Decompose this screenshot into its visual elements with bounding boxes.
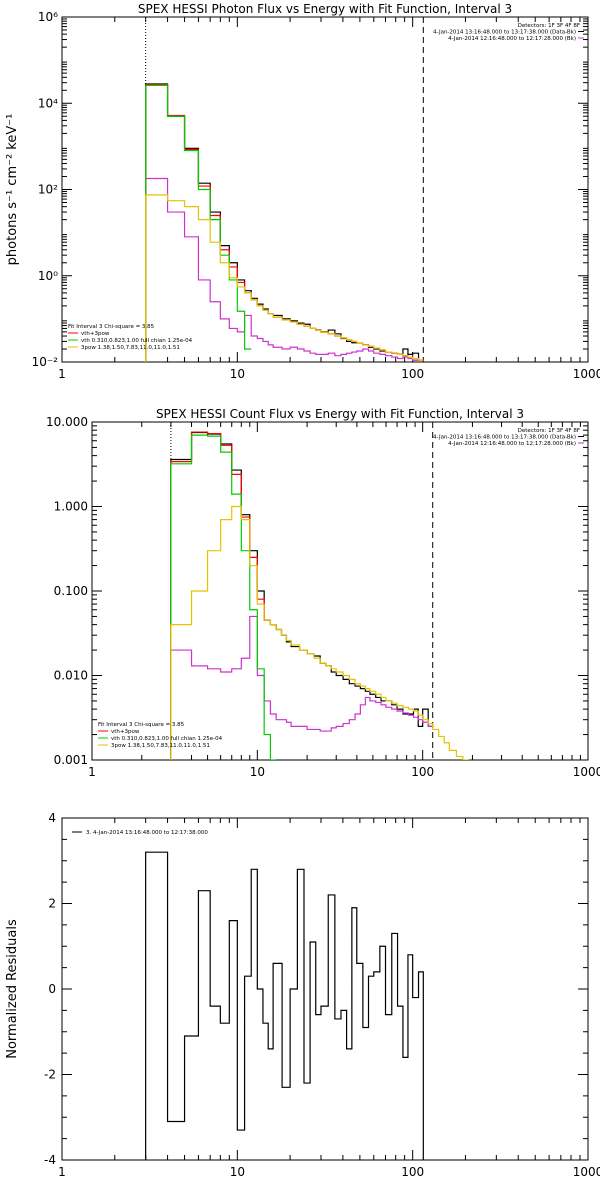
- y-tick-label: 10⁻²: [32, 355, 59, 369]
- x-tick-label: 1: [58, 367, 66, 381]
- plot-frame: [91, 421, 589, 761]
- y-tick-label: -2: [44, 1068, 56, 1082]
- y-tick-label: 10²: [38, 183, 58, 197]
- legend-entry: vth+3pow: [111, 729, 140, 735]
- series-group: [145, 851, 424, 1160]
- y-tick-label: 10.000: [46, 415, 88, 429]
- legend-entry: vth 0.310,0.823,1.00 full chian 1.25e-04: [111, 736, 223, 742]
- legend-title: Fit Interval 3 Chi-square = 3.85: [98, 722, 185, 728]
- y-axis-label: Normalized Residuals: [5, 919, 20, 1059]
- x-tick-label: 10: [230, 367, 245, 381]
- series-group: [170, 431, 469, 760]
- header-line: Detectors: 1F 3F 4F 8F: [518, 428, 580, 434]
- y-tick-label: 0.001: [54, 753, 88, 767]
- y-tick-label: 4: [48, 811, 56, 825]
- chart-title: SPEX HESSI Count Flux vs Energy with Fit…: [156, 407, 524, 421]
- legend-entry: vth+3pow: [81, 331, 110, 337]
- header-line: 4-Jan-2014 12:16:48.000 to 12:17:28.000 …: [448, 441, 576, 447]
- y-tick-label: 10⁰: [38, 269, 58, 283]
- header-line: 4-Jan-2014 12:16:48.000 to 12:17:28.000 …: [448, 36, 576, 42]
- y-tick-label: 0.100: [54, 584, 88, 598]
- chart-3: 1 10 100 1000 -4 -2 0 2 4 Normalized Residuals 3. …: [5, 811, 600, 1179]
- chart-title: SPEX HESSI Photon Flux vs Energy with Fi…: [138, 2, 512, 16]
- series-vth-3pow: [170, 431, 271, 760]
- legend-entry: 3pow 1.38,1.50,7.83,11.0,11.0,1.51: [111, 743, 210, 749]
- y-axis-label: photons s⁻¹ cm⁻² keV⁻¹: [5, 114, 20, 266]
- series-group: [145, 83, 424, 362]
- y-tick-label: -4: [44, 1153, 56, 1167]
- y-tick-label: 1.000: [54, 500, 88, 514]
- x-tick-label: 1: [58, 1165, 66, 1179]
- series-3pow: [170, 505, 469, 760]
- header-line: 4-Jan-2014 13:16:48.000 to 13:17:38.000 …: [433, 435, 576, 441]
- x-tick-label: 1000: [573, 1165, 600, 1179]
- y-tick-label: 0.010: [54, 669, 88, 683]
- legend-entry: vth 0.310,0.823,1.00 full chian 1.25e-04: [81, 338, 193, 344]
- chart-2: SPEX HESSI Count Flux vs Energy with Fit…: [46, 407, 600, 779]
- legend-entry: 3pow 1.38,1.50,7.83,11.0,11.0,1.51: [81, 345, 180, 351]
- series-vth: [170, 434, 277, 760]
- series-bk: [170, 615, 433, 760]
- y-tick-label: 0: [48, 982, 56, 996]
- legend-entry: 3. 4-Jan-2014 13:16:48.000 to 12:17:38.0…: [86, 830, 208, 836]
- x-tick-label: 100: [401, 1165, 424, 1179]
- plot-frame: [61, 817, 589, 1161]
- chart-1: SPEX HESSI Photon Flux vs Energy with Fi…: [5, 2, 600, 381]
- x-tick-label: 1000: [573, 367, 600, 381]
- x-tick-label: 1: [88, 765, 96, 779]
- x-tick-label: 10: [250, 765, 265, 779]
- series-vth: [145, 84, 252, 362]
- x-tick-label: 100: [401, 367, 424, 381]
- x-tick-label: 1000: [573, 765, 600, 779]
- y-tick-label: 10⁴: [38, 96, 58, 110]
- x-tick-label: 100: [411, 765, 434, 779]
- header-line: Detectors: 1F 3F 4F 8F: [518, 23, 580, 29]
- x-tick-label: 10: [230, 1165, 245, 1179]
- series-3pow: [145, 194, 424, 362]
- y-tick-label: 2: [48, 897, 56, 911]
- series-residuals: [145, 851, 424, 1160]
- series-bk: [145, 177, 424, 362]
- y-tick-label: 10⁶: [38, 10, 58, 24]
- plot-frame: [61, 16, 589, 363]
- series-data-bk: [170, 431, 433, 760]
- header-line: 4-Jan-2014 13:16:48.000 to 13:17:38.000 …: [433, 30, 576, 36]
- legend-title: Fit Interval 3 Chi-square = 3.85: [68, 324, 155, 330]
